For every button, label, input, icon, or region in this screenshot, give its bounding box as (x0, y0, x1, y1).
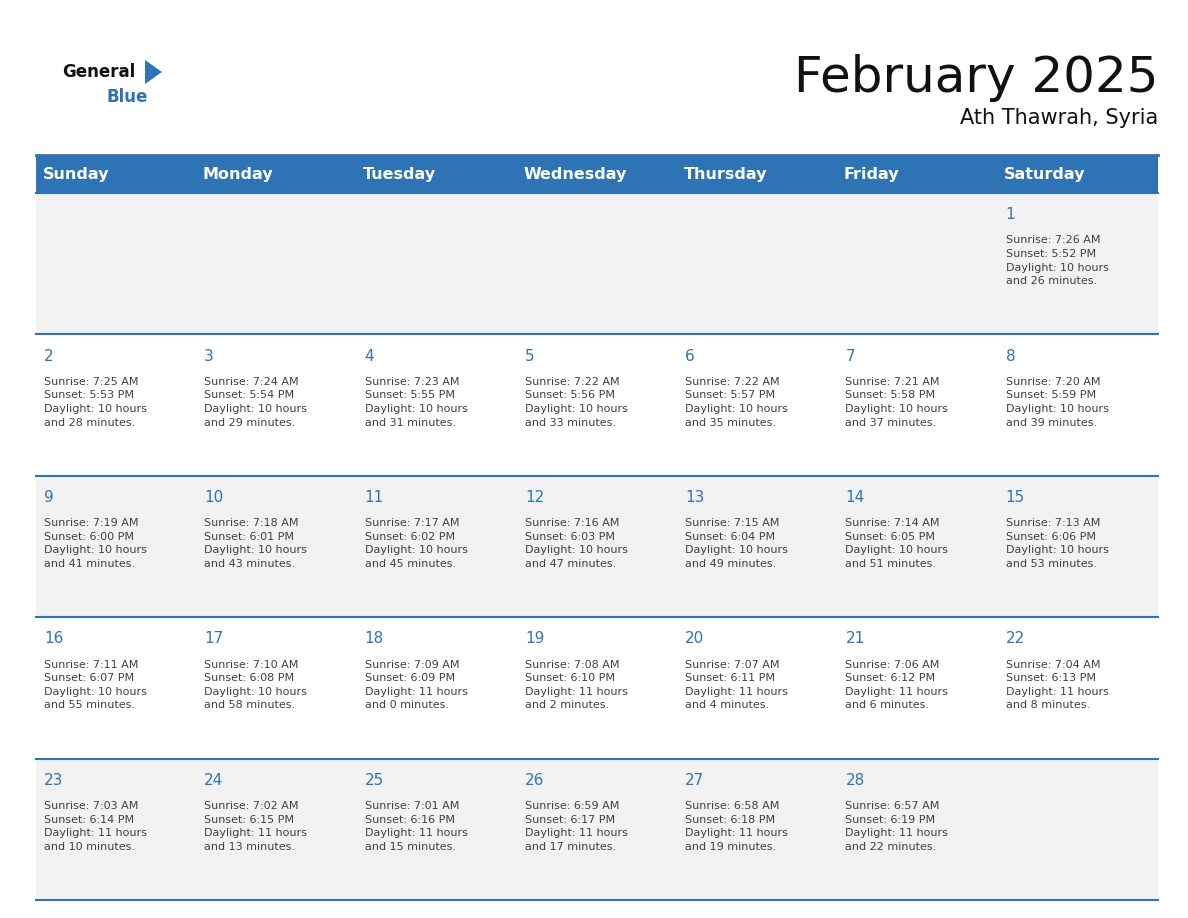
Bar (36, 617, 1158, 758)
Text: 11: 11 (365, 490, 384, 505)
Text: Sunrise: 7:13 AM
Sunset: 6:06 PM
Daylight: 10 hours
and 53 minutes.: Sunrise: 7:13 AM Sunset: 6:06 PM Dayligh… (1006, 519, 1108, 569)
Text: 13: 13 (685, 490, 704, 505)
Text: Sunrise: 7:10 AM
Sunset: 6:08 PM
Daylight: 10 hours
and 58 minutes.: Sunrise: 7:10 AM Sunset: 6:08 PM Dayligh… (204, 660, 308, 711)
Text: Sunrise: 7:11 AM
Sunset: 6:07 PM
Daylight: 10 hours
and 55 minutes.: Sunrise: 7:11 AM Sunset: 6:07 PM Dayligh… (44, 660, 147, 711)
Text: Sunrise: 7:04 AM
Sunset: 6:13 PM
Daylight: 11 hours
and 8 minutes.: Sunrise: 7:04 AM Sunset: 6:13 PM Dayligh… (1006, 660, 1108, 711)
Text: Sunrise: 7:08 AM
Sunset: 6:10 PM
Daylight: 11 hours
and 2 minutes.: Sunrise: 7:08 AM Sunset: 6:10 PM Dayligh… (525, 660, 627, 711)
Text: General: General (62, 63, 135, 81)
Text: 8: 8 (1006, 349, 1016, 364)
Text: Sunrise: 7:22 AM
Sunset: 5:56 PM
Daylight: 10 hours
and 33 minutes.: Sunrise: 7:22 AM Sunset: 5:56 PM Dayligh… (525, 376, 627, 428)
Text: 2: 2 (44, 349, 53, 364)
Text: 22: 22 (1006, 632, 1025, 646)
Text: 14: 14 (846, 490, 865, 505)
Text: Sunrise: 7:19 AM
Sunset: 6:00 PM
Daylight: 10 hours
and 41 minutes.: Sunrise: 7:19 AM Sunset: 6:00 PM Dayligh… (44, 519, 147, 569)
Text: Sunrise: 7:20 AM
Sunset: 5:59 PM
Daylight: 10 hours
and 39 minutes.: Sunrise: 7:20 AM Sunset: 5:59 PM Dayligh… (1006, 376, 1108, 428)
Bar (36, 758, 1158, 900)
Text: Sunrise: 7:26 AM
Sunset: 5:52 PM
Daylight: 10 hours
and 26 minutes.: Sunrise: 7:26 AM Sunset: 5:52 PM Dayligh… (1006, 235, 1108, 286)
Text: Sunrise: 7:15 AM
Sunset: 6:04 PM
Daylight: 10 hours
and 49 minutes.: Sunrise: 7:15 AM Sunset: 6:04 PM Dayligh… (685, 519, 788, 569)
Text: 15: 15 (1006, 490, 1025, 505)
Text: 26: 26 (525, 773, 544, 788)
Text: Sunrise: 7:23 AM
Sunset: 5:55 PM
Daylight: 10 hours
and 31 minutes.: Sunrise: 7:23 AM Sunset: 5:55 PM Dayligh… (365, 376, 467, 428)
Text: Friday: Friday (843, 166, 899, 182)
Text: 9: 9 (44, 490, 53, 505)
Text: Tuesday: Tuesday (364, 166, 436, 182)
Text: Ath Thawrah, Syria: Ath Thawrah, Syria (960, 108, 1158, 128)
Text: 27: 27 (685, 773, 704, 788)
Text: 16: 16 (44, 632, 63, 646)
Text: Monday: Monday (203, 166, 273, 182)
Text: 17: 17 (204, 632, 223, 646)
Text: Sunrise: 7:06 AM
Sunset: 6:12 PM
Daylight: 11 hours
and 6 minutes.: Sunrise: 7:06 AM Sunset: 6:12 PM Dayligh… (846, 660, 948, 711)
Text: 4: 4 (365, 349, 374, 364)
Text: Sunrise: 6:59 AM
Sunset: 6:17 PM
Daylight: 11 hours
and 17 minutes.: Sunrise: 6:59 AM Sunset: 6:17 PM Dayligh… (525, 801, 627, 852)
Text: 21: 21 (846, 632, 865, 646)
Text: 7: 7 (846, 349, 855, 364)
Polygon shape (145, 60, 162, 84)
Text: 20: 20 (685, 632, 704, 646)
Bar (36, 155, 1158, 193)
Text: Sunrise: 7:22 AM
Sunset: 5:57 PM
Daylight: 10 hours
and 35 minutes.: Sunrise: 7:22 AM Sunset: 5:57 PM Dayligh… (685, 376, 788, 428)
Text: Sunrise: 7:21 AM
Sunset: 5:58 PM
Daylight: 10 hours
and 37 minutes.: Sunrise: 7:21 AM Sunset: 5:58 PM Dayligh… (846, 376, 948, 428)
Text: 23: 23 (44, 773, 63, 788)
Text: Wednesday: Wednesday (523, 166, 626, 182)
Text: Sunrise: 7:24 AM
Sunset: 5:54 PM
Daylight: 10 hours
and 29 minutes.: Sunrise: 7:24 AM Sunset: 5:54 PM Dayligh… (204, 376, 308, 428)
Text: 24: 24 (204, 773, 223, 788)
Text: 28: 28 (846, 773, 865, 788)
Text: 25: 25 (365, 773, 384, 788)
Bar (36, 193, 1158, 334)
Text: 5: 5 (525, 349, 535, 364)
Text: 19: 19 (525, 632, 544, 646)
Text: 6: 6 (685, 349, 695, 364)
Text: 10: 10 (204, 490, 223, 505)
Text: 18: 18 (365, 632, 384, 646)
Text: 3: 3 (204, 349, 214, 364)
Text: Sunrise: 7:18 AM
Sunset: 6:01 PM
Daylight: 10 hours
and 43 minutes.: Sunrise: 7:18 AM Sunset: 6:01 PM Dayligh… (204, 519, 308, 569)
Text: Sunrise: 7:14 AM
Sunset: 6:05 PM
Daylight: 10 hours
and 51 minutes.: Sunrise: 7:14 AM Sunset: 6:05 PM Dayligh… (846, 519, 948, 569)
Bar (36, 476, 1158, 617)
Text: Sunday: Sunday (43, 166, 109, 182)
Bar (36, 334, 1158, 476)
Text: Sunrise: 7:17 AM
Sunset: 6:02 PM
Daylight: 10 hours
and 45 minutes.: Sunrise: 7:17 AM Sunset: 6:02 PM Dayligh… (365, 519, 467, 569)
Text: Sunrise: 6:58 AM
Sunset: 6:18 PM
Daylight: 11 hours
and 19 minutes.: Sunrise: 6:58 AM Sunset: 6:18 PM Dayligh… (685, 801, 788, 852)
Text: Sunrise: 6:57 AM
Sunset: 6:19 PM
Daylight: 11 hours
and 22 minutes.: Sunrise: 6:57 AM Sunset: 6:19 PM Dayligh… (846, 801, 948, 852)
Text: Blue: Blue (107, 88, 148, 106)
Text: 12: 12 (525, 490, 544, 505)
Text: February 2025: February 2025 (794, 54, 1158, 102)
Text: Sunrise: 7:25 AM
Sunset: 5:53 PM
Daylight: 10 hours
and 28 minutes.: Sunrise: 7:25 AM Sunset: 5:53 PM Dayligh… (44, 376, 147, 428)
Text: Thursday: Thursday (683, 166, 767, 182)
Text: Sunrise: 7:16 AM
Sunset: 6:03 PM
Daylight: 10 hours
and 47 minutes.: Sunrise: 7:16 AM Sunset: 6:03 PM Dayligh… (525, 519, 627, 569)
Text: Sunrise: 7:09 AM
Sunset: 6:09 PM
Daylight: 11 hours
and 0 minutes.: Sunrise: 7:09 AM Sunset: 6:09 PM Dayligh… (365, 660, 467, 711)
Text: Sunrise: 7:03 AM
Sunset: 6:14 PM
Daylight: 11 hours
and 10 minutes.: Sunrise: 7:03 AM Sunset: 6:14 PM Dayligh… (44, 801, 147, 852)
Text: Sunrise: 7:02 AM
Sunset: 6:15 PM
Daylight: 11 hours
and 13 minutes.: Sunrise: 7:02 AM Sunset: 6:15 PM Dayligh… (204, 801, 308, 852)
Text: Sunrise: 7:01 AM
Sunset: 6:16 PM
Daylight: 11 hours
and 15 minutes.: Sunrise: 7:01 AM Sunset: 6:16 PM Dayligh… (365, 801, 467, 852)
Text: Saturday: Saturday (1004, 166, 1086, 182)
Text: 1: 1 (1006, 207, 1016, 222)
Text: Sunrise: 7:07 AM
Sunset: 6:11 PM
Daylight: 11 hours
and 4 minutes.: Sunrise: 7:07 AM Sunset: 6:11 PM Dayligh… (685, 660, 788, 711)
